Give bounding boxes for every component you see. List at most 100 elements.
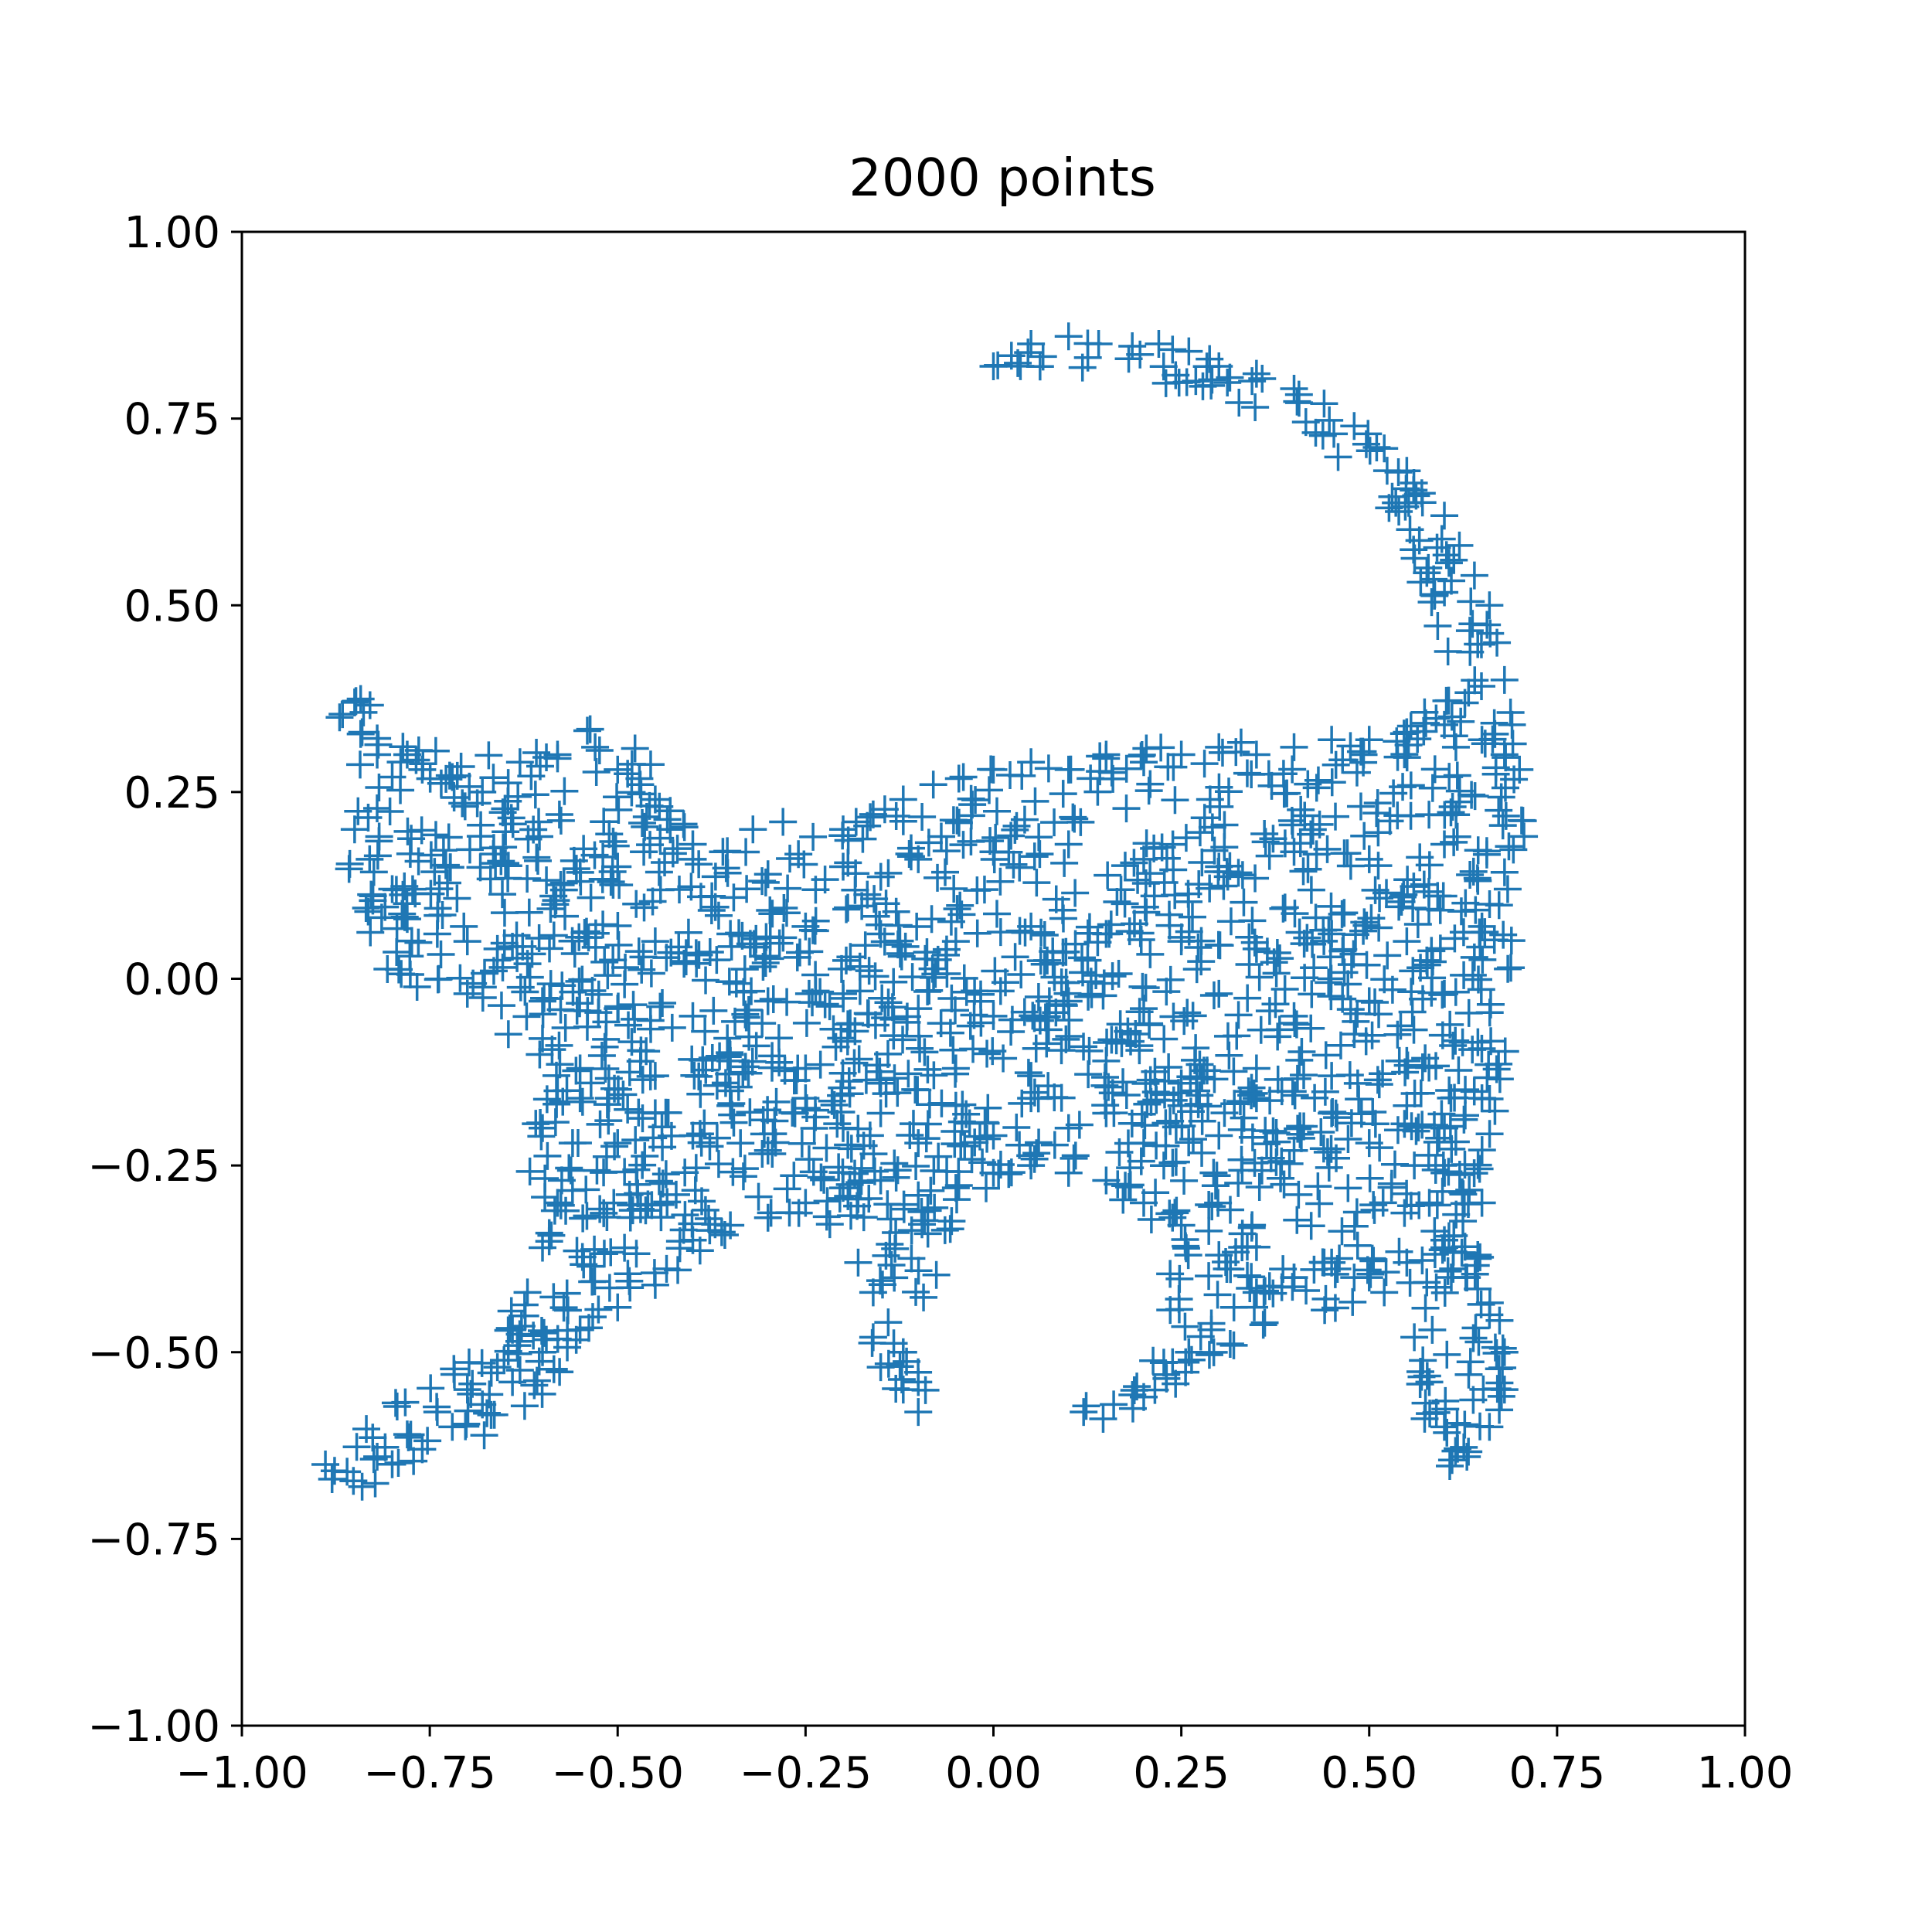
- scatter-point: [957, 1145, 986, 1174]
- scatter-point: [1208, 738, 1236, 767]
- scatter-point: [1466, 1412, 1495, 1440]
- scatter-point: [566, 1054, 594, 1083]
- scatter-point: [1458, 610, 1487, 638]
- scatter-point: [1185, 818, 1214, 847]
- scatter-point: [685, 940, 713, 969]
- scatter-point: [396, 960, 424, 988]
- scatter-point: [1216, 852, 1244, 880]
- scatter-point: [1177, 1345, 1206, 1374]
- scatter-point: [807, 1163, 835, 1192]
- scatter-point: [600, 1132, 629, 1161]
- scatter-point: [546, 1191, 575, 1219]
- scatter-point: [823, 1110, 852, 1138]
- scatter-point: [1487, 1382, 1515, 1410]
- scatter-point: [834, 1182, 862, 1210]
- scatter-point: [1408, 1111, 1437, 1139]
- scatter-point: [744, 1182, 773, 1211]
- scatter-point: [1245, 1173, 1274, 1202]
- scatter-point: [1199, 981, 1228, 1010]
- scatter-point: [841, 1017, 869, 1046]
- scatter-point: [1072, 1392, 1100, 1420]
- scatter-point: [1106, 1010, 1134, 1039]
- scatter-point: [1493, 875, 1522, 903]
- scatter-point: [1145, 329, 1173, 358]
- scatter-point: [1060, 1144, 1088, 1172]
- scatter-point: [1002, 811, 1031, 840]
- scatter-point: [382, 876, 410, 904]
- scatter-point: [702, 946, 731, 975]
- scatter-point: [565, 923, 594, 951]
- scatter-point: [692, 1056, 720, 1084]
- scatter-point: [1223, 1022, 1251, 1050]
- scatter-point: [503, 944, 532, 972]
- scatter-point: [1120, 1376, 1148, 1405]
- scatter-point: [1390, 740, 1419, 769]
- scatter-point: [874, 1308, 903, 1337]
- scatter-point: [821, 1032, 850, 1061]
- scatter-point: [1302, 840, 1331, 869]
- scatter-point: [1398, 998, 1427, 1026]
- scatter-point: [913, 1055, 942, 1083]
- scatter-point: [487, 992, 515, 1020]
- scatter-point: [573, 716, 601, 745]
- scatter-point: [874, 988, 903, 1017]
- scatter-point: [1440, 722, 1468, 750]
- scatter-point: [986, 1151, 1015, 1179]
- scatter-point: [604, 796, 633, 825]
- scatter-point: [751, 949, 780, 978]
- scatter-point: [786, 938, 815, 967]
- scatter-point: [624, 1098, 653, 1127]
- scatter-point: [944, 808, 973, 837]
- scatter-point: [371, 893, 400, 921]
- scatter-point: [1171, 1225, 1199, 1253]
- scatter-point: [1111, 889, 1139, 918]
- scatter-point: [1034, 1015, 1063, 1044]
- scatter-point: [794, 1145, 823, 1174]
- scatter-point: [563, 1236, 591, 1265]
- scatter-point: [721, 1007, 750, 1036]
- scatter-point: [357, 880, 386, 909]
- scatter-point: [1174, 1241, 1202, 1270]
- scatter-point: [1280, 374, 1308, 403]
- scatter-point: [1170, 1166, 1199, 1195]
- scatter-point: [475, 1380, 504, 1409]
- scatter-point: [622, 889, 651, 918]
- scatter-point: [1070, 1398, 1098, 1427]
- scatter-point: [1222, 1238, 1250, 1267]
- scatter-point: [614, 1011, 643, 1039]
- scatter-point: [724, 1073, 753, 1101]
- scatter-point: [941, 1060, 970, 1088]
- scatter-point: [1343, 1069, 1372, 1097]
- scatter-point: [1255, 997, 1284, 1026]
- scatter-point: [397, 927, 426, 955]
- scatter-point: [1219, 1331, 1248, 1359]
- scatter-point: [886, 939, 914, 968]
- scatter-point: [1372, 879, 1401, 907]
- scatter-point: [542, 886, 570, 915]
- scatter-point: [1300, 1255, 1328, 1284]
- scatter-point: [1114, 345, 1143, 373]
- scatter-point: [1340, 1264, 1369, 1292]
- y-tick-label: −0.75: [87, 1515, 220, 1565]
- scatter-point: [965, 1122, 994, 1151]
- scatter-point: [1465, 918, 1494, 947]
- scatter-point: [665, 876, 693, 904]
- scatter-point: [590, 1158, 618, 1187]
- scatter-point: [1450, 961, 1478, 989]
- scatter-point: [1242, 359, 1270, 388]
- scatter-point: [359, 1445, 388, 1474]
- scatter-point: [1313, 1138, 1342, 1166]
- scatter-point: [505, 1356, 534, 1385]
- scatter-point: [1238, 906, 1267, 935]
- scatter-point: [1175, 917, 1203, 946]
- scatter-point: [488, 880, 516, 909]
- scatter-point: [339, 1467, 368, 1495]
- scatter-point: [1156, 1107, 1185, 1135]
- scatter-point: [641, 927, 669, 956]
- scatter-point: [599, 870, 628, 899]
- scatter-point: [1342, 1198, 1371, 1226]
- scatter-point: [577, 1069, 605, 1097]
- scatter-point: [528, 1379, 556, 1408]
- scatter-point: [769, 808, 798, 836]
